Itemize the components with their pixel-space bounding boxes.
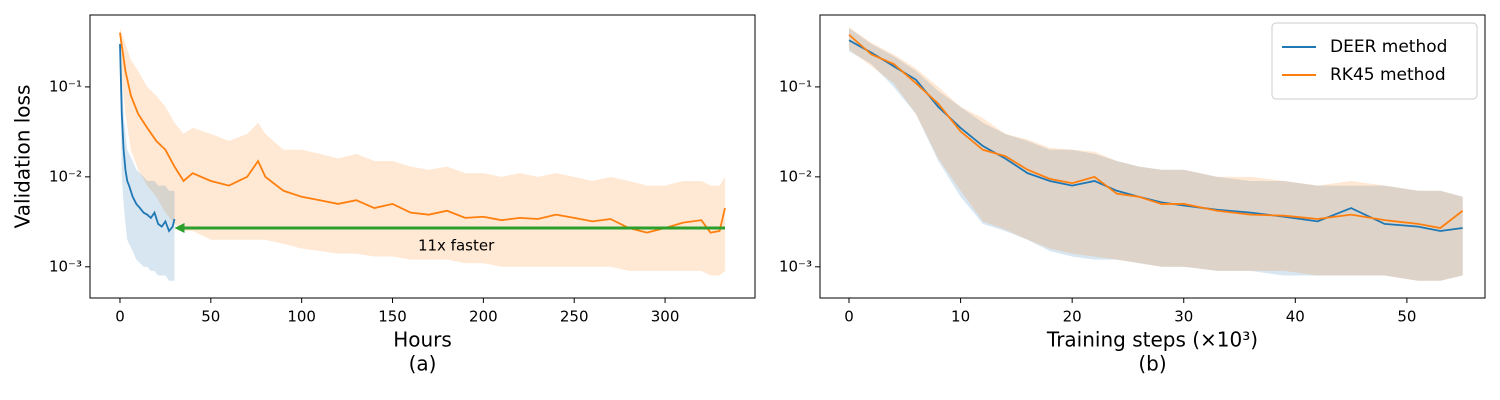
y-tick-label: 10⁻³ (49, 257, 82, 275)
x-tick-label: 50 (1397, 308, 1416, 326)
x-tick-label: 0 (844, 308, 854, 326)
x-tick-label: 40 (1286, 308, 1305, 326)
x-tick-label: 50 (201, 308, 220, 326)
y-tick-label: 10⁻¹ (779, 77, 812, 95)
y-axis-label: Validation loss (11, 85, 35, 229)
x-tick-label: 0 (115, 308, 125, 326)
legend-label: RK45 method (1330, 65, 1446, 85)
y-tick-label: 10⁻² (779, 167, 812, 185)
y-tick-label: 10⁻³ (779, 257, 812, 275)
axes-frame (89, 14, 756, 299)
legend-label: DEER method (1330, 37, 1447, 57)
loss-line (119, 43, 176, 233)
panel-caption: (a) (409, 352, 437, 376)
x-tick-label: 30 (1174, 308, 1193, 326)
x-tick-label: 150 (378, 308, 407, 326)
y-tick-label: 10⁻¹ (49, 77, 82, 95)
x-tick-label: 250 (560, 308, 589, 326)
y-tick-label: 10⁻² (49, 167, 82, 185)
x-tick-label: 200 (469, 308, 498, 326)
x-axis-label: Training steps (×10³) (1046, 328, 1258, 352)
x-tick-label: 10 (951, 308, 970, 326)
arrow-head (174, 223, 185, 234)
legend-box (1271, 22, 1478, 100)
annotation: 11x faster (418, 237, 495, 255)
loss-line (848, 34, 1464, 229)
loss-line (848, 39, 1463, 232)
panel-caption: (b) (1138, 352, 1166, 376)
axes-frame (819, 14, 1486, 299)
x-tick-label: 20 (1063, 308, 1082, 326)
x-axis-label: Hours (393, 328, 452, 352)
spread-band (119, 32, 175, 281)
spread-band (119, 28, 726, 276)
x-tick-label: 100 (287, 308, 316, 326)
x-tick-label: 300 (651, 308, 680, 326)
plot-area (848, 27, 1464, 281)
